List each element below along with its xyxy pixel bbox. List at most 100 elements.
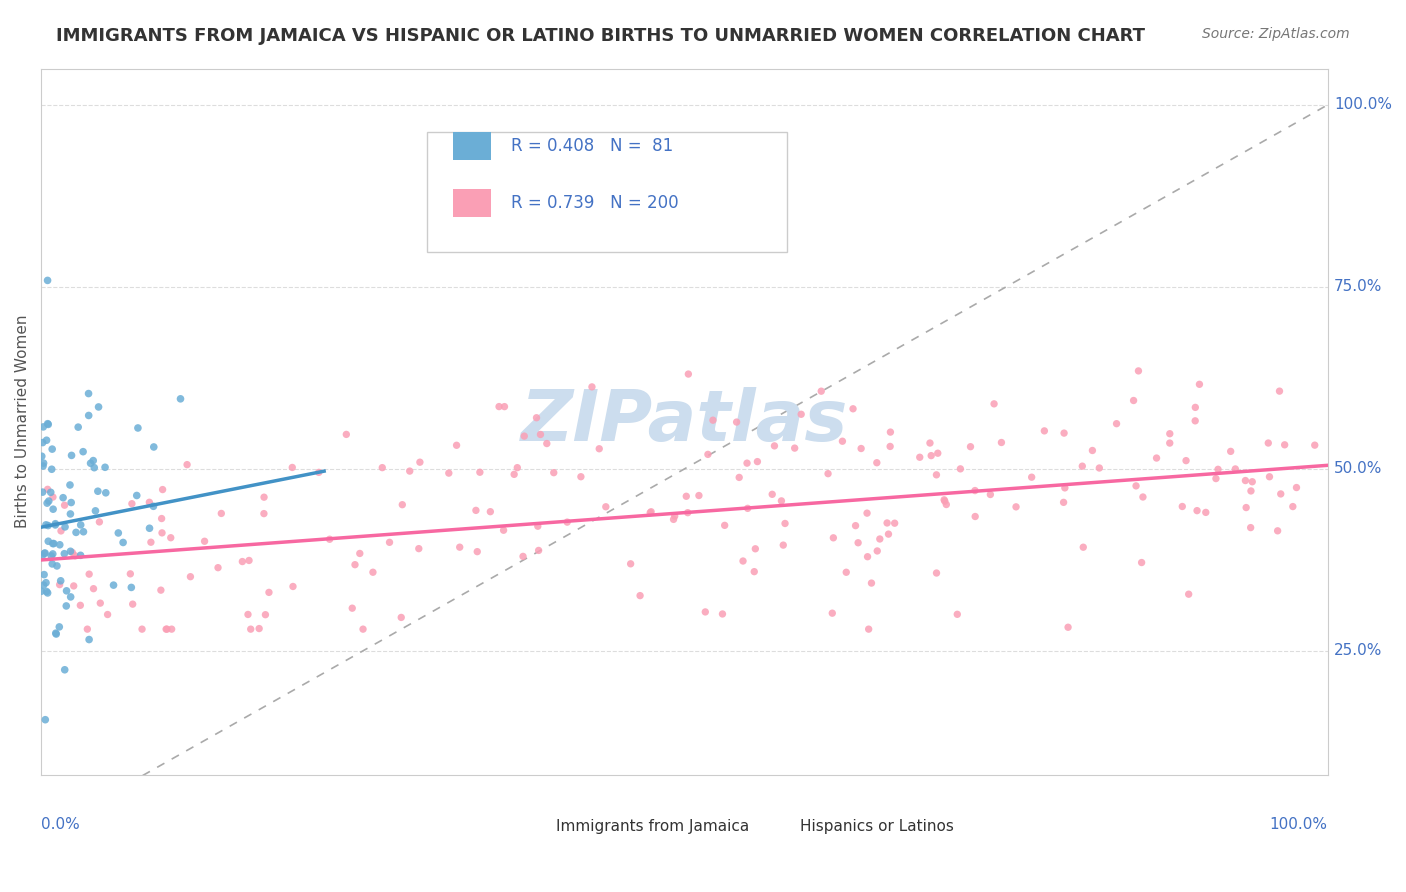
Point (628, 589, 651, 603)
Point (149, 583, 172, 598)
Point (37, 518, 59, 533)
Text: ZIPatlas: ZIPatlas (520, 387, 848, 456)
Point (37, 417, 59, 431)
Point (869, 532, 891, 546)
Point (34, 546, 56, 560)
Point (821, 606, 844, 620)
Point (121, 497, 143, 511)
Point (59, 478, 82, 492)
Point (588, 442, 610, 456)
Point (69, 549, 91, 563)
Point (41, 462, 63, 476)
Point (920, 449, 942, 463)
Point (437, 466, 460, 480)
Point (934, 492, 956, 507)
Point (1171, 500, 1194, 514)
Point (371, 460, 394, 475)
Point (44, 516, 66, 531)
Point (77, 632, 100, 647)
Point (695, 605, 717, 619)
Point (30, 584, 52, 599)
Point (37, 586, 59, 600)
Point (31, 549, 53, 563)
Point (1132, 490, 1154, 504)
Point (45, 627, 67, 641)
Point (138, 521, 160, 535)
Point (49, 524, 72, 538)
Point (236, 607, 259, 622)
Point (1177, 587, 1199, 601)
Point (49, 574, 72, 588)
Text: 0.0%: 0.0% (41, 817, 80, 832)
Point (675, 489, 697, 503)
FancyBboxPatch shape (453, 188, 491, 217)
Point (45, 558, 67, 573)
Point (983, 397, 1005, 411)
Point (744, 541, 766, 556)
Point (543, 466, 565, 480)
Point (67, 420, 90, 434)
Point (488, 400, 510, 414)
Point (72, 524, 94, 539)
Point (934, 494, 956, 508)
Point (238, 553, 260, 567)
Point (139, 535, 162, 549)
Point (1052, 495, 1074, 509)
Point (747, 454, 769, 468)
Text: R = 0.739   N = 200: R = 0.739 N = 200 (510, 194, 678, 211)
Point (845, 518, 868, 533)
Point (696, 447, 718, 461)
Point (946, 607, 969, 622)
Point (60, 449, 83, 463)
Point (918, 436, 941, 450)
Point (391, 498, 413, 512)
Point (1268, 384, 1291, 398)
Point (231, 555, 253, 569)
Point (817, 467, 839, 481)
Point (1258, 469, 1281, 483)
Point (1146, 451, 1168, 466)
Point (742, 565, 765, 579)
Point (849, 442, 872, 456)
Point (1071, 540, 1094, 554)
Point (32, 578, 55, 592)
Point (53, 520, 76, 534)
Point (77, 409, 100, 423)
Point (823, 531, 845, 545)
Point (925, 467, 948, 482)
Text: Immigrants from Jamaica: Immigrants from Jamaica (555, 819, 749, 834)
Point (465, 544, 488, 558)
Point (409, 455, 432, 469)
Point (783, 441, 806, 455)
Point (979, 487, 1001, 501)
Point (1303, 438, 1326, 452)
Point (688, 489, 710, 503)
Point (55, 599, 77, 613)
Point (702, 413, 724, 427)
Point (63, 549, 86, 563)
Point (468, 465, 491, 479)
Point (935, 498, 957, 512)
Point (239, 622, 262, 636)
Point (49, 538, 72, 552)
Point (42, 547, 65, 561)
Point (449, 540, 471, 554)
Point (790, 407, 813, 421)
Point (866, 456, 889, 470)
Point (257, 585, 280, 599)
Point (60, 495, 83, 509)
Point (620, 557, 643, 571)
Point (1240, 483, 1263, 498)
Point (1053, 481, 1076, 495)
Point (83, 582, 105, 596)
Point (963, 483, 986, 498)
Point (408, 541, 430, 556)
Point (352, 622, 374, 636)
Point (62, 579, 84, 593)
Point (1234, 474, 1257, 488)
FancyBboxPatch shape (517, 814, 550, 838)
Point (1081, 443, 1104, 458)
Point (152, 483, 174, 497)
Point (53, 663, 76, 677)
Point (1225, 462, 1247, 476)
